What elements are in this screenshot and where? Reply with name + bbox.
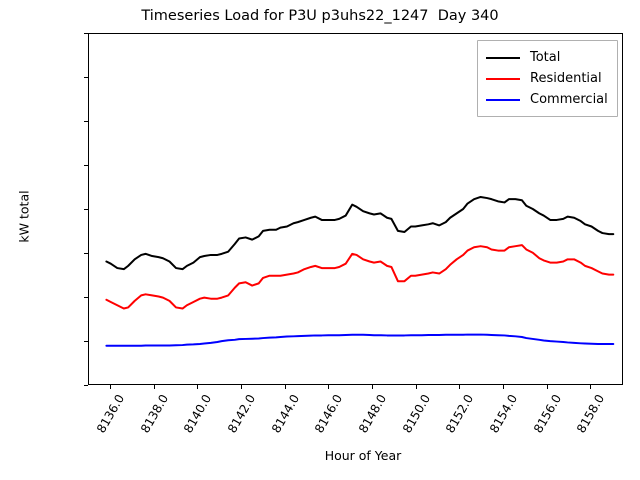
y-tick-mark xyxy=(84,33,88,34)
y-tick-mark xyxy=(84,385,88,386)
x-tick-mark xyxy=(459,385,461,389)
plot-lines xyxy=(89,34,622,384)
x-axis-label: Hour of Year xyxy=(324,448,402,463)
chart-legend: Total Residential Commercial xyxy=(477,40,618,117)
chart-title: Timeseries Load for P3U p3uhs22_1247 Day… xyxy=(141,8,499,24)
y-tick-mark xyxy=(84,297,88,298)
legend-label: Residential xyxy=(530,71,602,86)
legend-label: Commercial xyxy=(530,92,608,107)
legend-item-residential: Residential xyxy=(486,68,608,89)
series-line-commercial xyxy=(106,335,613,346)
y-tick-mark xyxy=(84,165,88,166)
x-tick-mark xyxy=(109,385,111,389)
series-line-residential xyxy=(106,245,613,308)
y-axis-label: kW total xyxy=(16,190,32,243)
series-line-total xyxy=(106,197,613,269)
y-tick-mark xyxy=(84,341,88,342)
x-tick-mark xyxy=(240,385,242,389)
x-tick-mark xyxy=(197,385,199,389)
x-tick-mark xyxy=(328,385,330,389)
legend-item-total: Total xyxy=(486,47,608,68)
x-tick-mark xyxy=(590,385,592,389)
x-tick-mark xyxy=(284,385,286,389)
y-tick-mark xyxy=(84,209,88,210)
legend-item-commercial: Commercial xyxy=(486,89,608,110)
y-tick-mark xyxy=(84,121,88,122)
legend-swatch-total xyxy=(486,56,520,59)
y-tick-mark xyxy=(84,77,88,78)
x-tick-mark xyxy=(371,385,373,389)
x-tick-mark xyxy=(546,385,548,389)
x-tick-mark xyxy=(153,385,155,389)
y-tick-mark xyxy=(84,253,88,254)
legend-label: Total xyxy=(530,50,561,65)
legend-swatch-residential xyxy=(486,77,520,80)
legend-swatch-commercial xyxy=(486,98,520,101)
x-tick-mark xyxy=(415,385,417,389)
x-tick-mark xyxy=(502,385,504,389)
